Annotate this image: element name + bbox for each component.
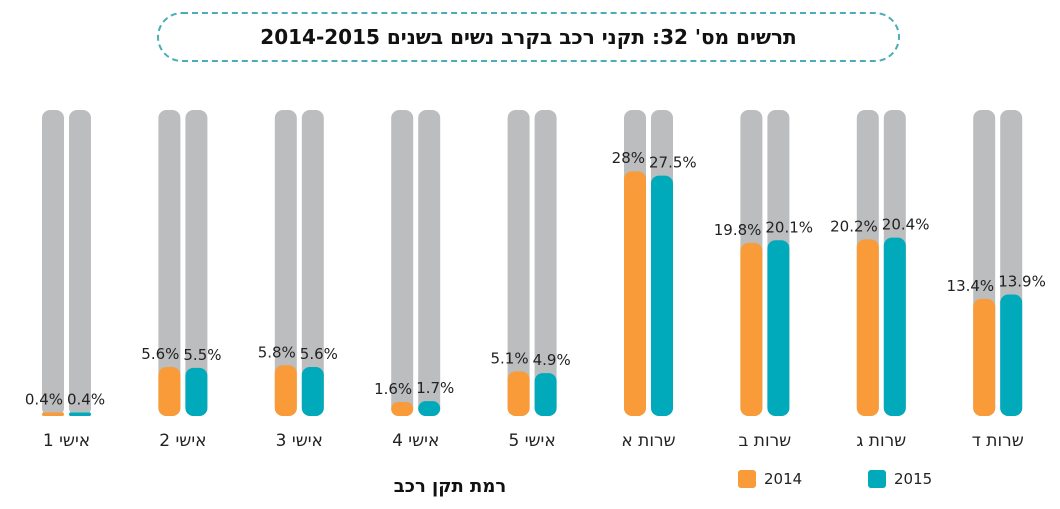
- data-label: 20.1%: [765, 218, 813, 236]
- bar-track: [42, 110, 64, 416]
- bar-track: [185, 110, 208, 416]
- category-label: אישי 3: [276, 431, 323, 451]
- bar-track: [274, 110, 297, 416]
- data-label: 19.8%: [714, 221, 762, 239]
- data-label: 5.5%: [183, 346, 221, 364]
- legend-swatch-2014: [738, 470, 756, 488]
- data-label: 5.6%: [300, 345, 338, 363]
- category-label: שרות א: [621, 431, 675, 451]
- data-label: 28%: [612, 149, 645, 167]
- bar-2014: [624, 171, 646, 416]
- bar-2014: [507, 371, 530, 416]
- bar-2015: [883, 237, 906, 416]
- bar-track: [301, 110, 324, 416]
- data-label: 5.6%: [141, 345, 179, 363]
- data-label: 5.8%: [258, 343, 296, 361]
- data-label: 20.4%: [882, 216, 930, 234]
- bar-2014: [158, 367, 181, 416]
- bar-track: [507, 110, 530, 416]
- data-label: 27.5%: [649, 154, 697, 172]
- chart-title-box: תרשים מס' 32: תקני רכב בקרב נשים בשנים 2…: [157, 12, 900, 62]
- data-label: 4.9%: [533, 351, 571, 369]
- bar-2015: [1000, 294, 1023, 416]
- category-label: שרות ג: [856, 431, 906, 451]
- data-label: 1.6%: [374, 380, 412, 398]
- bar-track: [158, 110, 181, 416]
- bar-2014: [973, 298, 996, 416]
- data-label: 13.9%: [998, 272, 1046, 290]
- bar-2014: [42, 412, 64, 416]
- bar-track: [391, 110, 414, 416]
- legend-label-2014: 2014: [764, 470, 803, 488]
- category-label: שרות ד: [972, 431, 1024, 451]
- bar-2014: [391, 402, 414, 416]
- category-label: אישי 2: [159, 431, 206, 451]
- legend-swatch-2015: [868, 470, 886, 488]
- bar-2014: [856, 239, 879, 416]
- bar-2014: [740, 242, 763, 416]
- legend-item-2015: 2015: [868, 470, 932, 488]
- bar-2014: [274, 365, 297, 416]
- data-label: 20.2%: [830, 217, 878, 235]
- bar-2015: [767, 240, 790, 416]
- bar-2015: [69, 412, 91, 416]
- category-label: אישי 1: [43, 431, 90, 451]
- category-label: אישי 5: [508, 431, 555, 451]
- bar-track: [69, 110, 91, 416]
- data-label: 0.4%: [67, 391, 105, 409]
- bar-2015: [651, 175, 673, 416]
- data-label: 1.7%: [416, 379, 454, 397]
- chart-title: תרשים מס' 32: תקני רכב בקרב נשים בשנים 2…: [260, 25, 797, 49]
- legend-label-2015: 2015: [894, 470, 933, 488]
- data-label: 13.4%: [947, 277, 995, 295]
- data-label: 0.4%: [25, 391, 63, 409]
- category-label: אישי 4: [392, 431, 439, 451]
- bar-2015: [301, 367, 324, 416]
- bar-2015: [418, 401, 441, 416]
- bar-2015: [185, 367, 208, 416]
- x-axis-title: רמת תקן רכב: [393, 476, 507, 497]
- bar-track: [418, 110, 441, 416]
- bar-track: [534, 110, 557, 416]
- data-label: 5.1%: [490, 349, 528, 367]
- category-label: שרות ב: [739, 431, 792, 451]
- legend-item-2014: 2014: [738, 470, 802, 488]
- bar-2015: [534, 373, 557, 416]
